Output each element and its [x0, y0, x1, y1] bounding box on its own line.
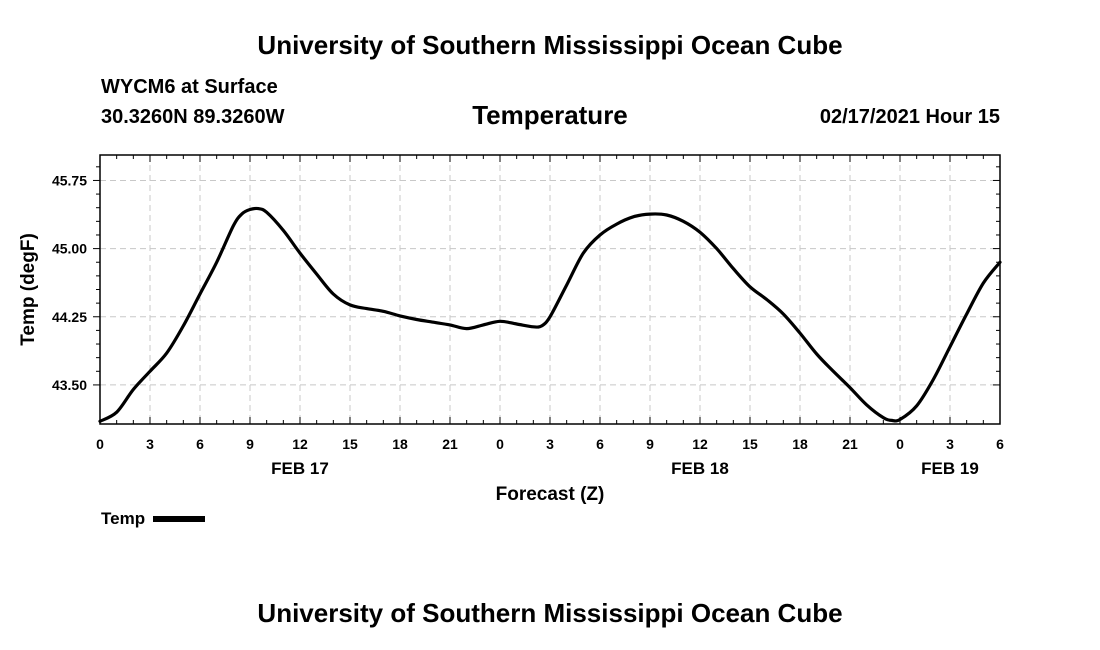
y-tick-label: 43.50 [52, 377, 87, 393]
latlon-label: 30.3260N 89.3260W [101, 106, 285, 128]
x-tick-label: 0 [896, 436, 904, 452]
legend-line-swatch [153, 516, 206, 522]
temp-series-line [98, 206, 1002, 423]
x-tick-label: 15 [742, 436, 758, 452]
x-tick-label: 0 [496, 436, 504, 452]
y-axis-title: Temp (degF) [18, 233, 39, 346]
x-tick-label: 6 [996, 436, 1004, 452]
x-tick-label: 0 [96, 436, 104, 452]
y-tick-label: 45.00 [52, 241, 87, 257]
legend: Temp [101, 509, 206, 529]
x-tick-label: 6 [596, 436, 604, 452]
x-tick-label: 18 [392, 436, 408, 452]
x-tick-label: 18 [792, 436, 808, 452]
x-tick-label: 12 [292, 436, 308, 452]
x-date-label: FEB 17 [271, 459, 329, 478]
x-tick-label: 15 [342, 436, 358, 452]
x-tick-label: 3 [546, 436, 554, 452]
footer-title: University of Southern Mississippi Ocean… [257, 598, 843, 628]
x-tick-label: 21 [442, 436, 458, 452]
x-date-label: FEB 18 [671, 459, 729, 478]
x-tick-label: 3 [146, 436, 154, 452]
station-label: WYCM6 at Surface [101, 76, 278, 98]
legend-label: Temp [101, 509, 146, 528]
chart-title: Temperature [472, 100, 628, 130]
y-tick-label: 44.25 [52, 309, 87, 325]
x-date-label: FEB 19 [921, 459, 979, 478]
page-title: University of Southern Mississippi Ocean… [257, 30, 843, 60]
x-tick-label: 21 [842, 436, 858, 452]
x-tick-label: 9 [246, 436, 254, 452]
x-tick-label: 12 [692, 436, 708, 452]
x-tick-label: 3 [946, 436, 954, 452]
x-tick-label: 6 [196, 436, 204, 452]
x-tick-label: 9 [646, 436, 654, 452]
x-axis-title: Forecast (Z) [496, 484, 605, 505]
y-tick-label: 45.75 [52, 172, 87, 188]
datetime-label: 02/17/2021 Hour 15 [819, 106, 1000, 128]
